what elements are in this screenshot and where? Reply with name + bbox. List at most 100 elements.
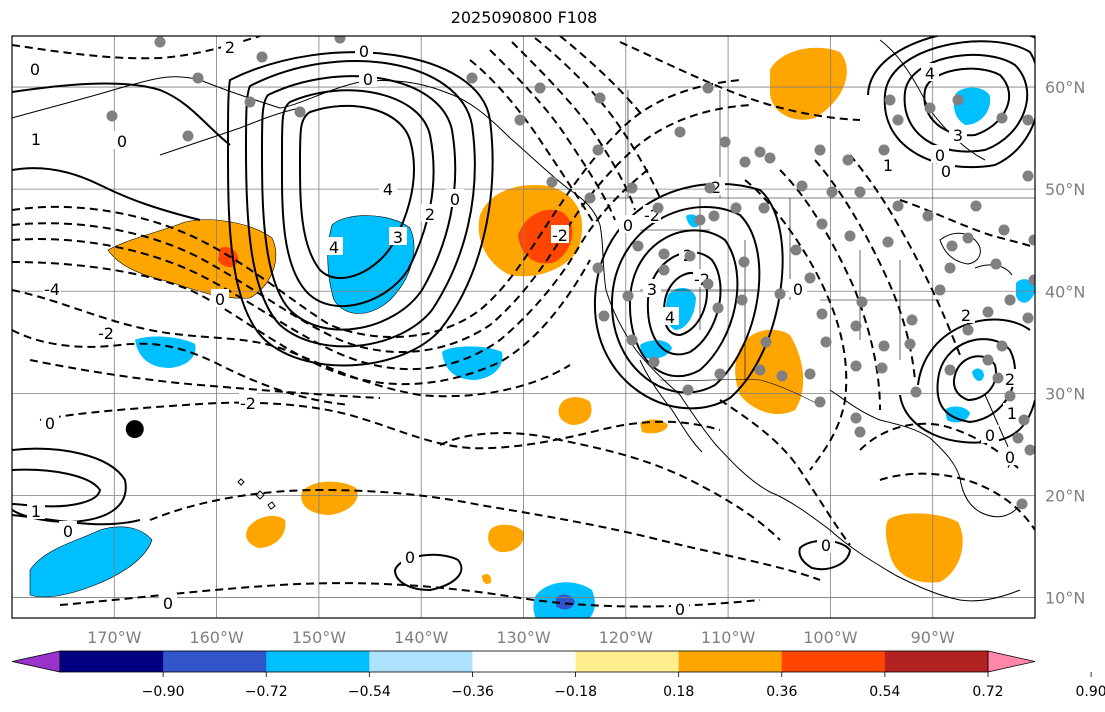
- anomaly-negative-patch: [945, 406, 970, 423]
- station-marker: [990, 258, 1002, 270]
- station-marker: [1028, 274, 1035, 286]
- contour-label-bg: [937, 161, 955, 179]
- anomaly-positive-patch: [885, 513, 963, 583]
- contour-label-bg: [211, 289, 229, 307]
- station-marker: [594, 92, 606, 104]
- station-marker: [592, 144, 604, 156]
- contour-label: 0: [45, 414, 55, 433]
- anomaly-positive-patch: [735, 329, 804, 415]
- station-marker: [946, 240, 958, 252]
- contour-dashed: [879, 472, 1035, 531]
- station-marker: [739, 156, 751, 168]
- colorbar-tick-label: −0.18: [554, 684, 597, 700]
- station-marker: [878, 340, 890, 352]
- contour-label: 1: [1007, 404, 1017, 423]
- station-marker: [592, 262, 604, 274]
- contour-label: 0: [363, 70, 373, 89]
- station-marker: [816, 308, 828, 320]
- contour-dashed: [12, 329, 351, 406]
- contour-label: 0: [405, 548, 415, 567]
- lon-tick-label: 130°W: [496, 628, 551, 647]
- station-marker: [682, 384, 694, 396]
- station-marker: [924, 102, 936, 114]
- contour-dashed: [12, 259, 591, 386]
- contour-solid: [244, 60, 476, 348]
- contour-label: 0: [163, 594, 173, 613]
- station-marker: [884, 94, 896, 106]
- contour-solid: [12, 447, 127, 524]
- station-marker: [1012, 432, 1024, 444]
- anomaly-positive-patch: [488, 524, 525, 553]
- contour-label-bg: [379, 179, 397, 197]
- lon-tick-label: 100°W: [803, 628, 858, 647]
- station-marker: [622, 290, 634, 302]
- contour-label-bg: [41, 413, 59, 431]
- contour-label: 1: [883, 156, 893, 175]
- station-marker: [854, 426, 866, 438]
- lat-tick-label: 30°N: [1045, 384, 1085, 403]
- station-marker: [906, 314, 918, 326]
- contour-solid: [12, 82, 231, 146]
- station-marker: [804, 272, 816, 284]
- station-marker: [1022, 312, 1034, 324]
- lon-tick-label: 90°W: [911, 628, 955, 647]
- station-marker: [996, 340, 1008, 352]
- lat-tick-label: 50°N: [1045, 180, 1085, 199]
- contour-label: 3: [647, 280, 657, 299]
- contour-label: 1: [31, 502, 41, 521]
- contour-solid: [593, 182, 784, 410]
- station-marker: [632, 240, 644, 252]
- contour-label: 3: [393, 228, 403, 247]
- lon-tick-label: 140°W: [394, 628, 449, 647]
- map-title: 2025090800 F108: [450, 8, 598, 27]
- longitude-labels: 170°W 160°W 150°W 140°W 130°W 120°W 110°W 100°W…: [87, 628, 955, 647]
- colorbar: [11, 650, 1036, 673]
- contour-label: 3: [953, 126, 963, 145]
- station-marker: [182, 130, 194, 142]
- contour-label-bg: [661, 307, 679, 325]
- station-marker: [294, 106, 306, 118]
- contour-dashed: [619, 41, 861, 121]
- highlighted-station-marker: [125, 420, 144, 439]
- contour-label-bg: [949, 125, 967, 143]
- contour-label: 0: [450, 190, 460, 209]
- contour-label-bg: [957, 305, 975, 323]
- contour-dashed: [39, 401, 721, 450]
- station-marker: [1028, 234, 1035, 246]
- station-marker: [106, 110, 118, 122]
- contour-label-bg: [239, 393, 257, 411]
- contour-label-bg: [27, 501, 45, 519]
- coastlines: [12, 39, 1021, 602]
- contour-solid: [883, 40, 1035, 169]
- contour-label: 0: [623, 216, 633, 235]
- contour-label: 2: [425, 205, 435, 224]
- station-marker: [962, 232, 974, 244]
- contour-dashed: [719, 399, 851, 546]
- contour-solid: [952, 355, 997, 402]
- contour-dashed: [779, 169, 881, 411]
- contour-label: 0: [359, 42, 369, 61]
- contour-label: 0: [215, 290, 225, 309]
- station-marker: [996, 112, 1008, 124]
- colorbar-segment: [472, 651, 577, 672]
- station-marker: [854, 186, 866, 198]
- contour-label-bg: [1003, 403, 1021, 421]
- station-marker: [1022, 170, 1034, 182]
- colorbar-extend-right: [987, 650, 1036, 673]
- anomaly-positive-patch: [246, 515, 286, 548]
- contour-label-bg: [446, 189, 464, 207]
- station-marker: [648, 356, 660, 368]
- contour-dashed: [899, 199, 1035, 249]
- station-marker: [694, 214, 706, 226]
- contour-label-bg: [817, 535, 835, 553]
- contour-label: 0: [675, 600, 685, 619]
- station-marker: [826, 186, 838, 198]
- contour-dashed: [12, 289, 571, 398]
- contour-label: 0: [63, 522, 73, 541]
- station-marker: [626, 334, 638, 346]
- colorbar-tick-label: 0.72: [972, 684, 1003, 700]
- anomaly-shading: [30, 47, 1035, 618]
- contour-label-bg: [551, 225, 569, 243]
- anomaly-negative-patch: [135, 336, 196, 368]
- station-marker: [882, 236, 894, 248]
